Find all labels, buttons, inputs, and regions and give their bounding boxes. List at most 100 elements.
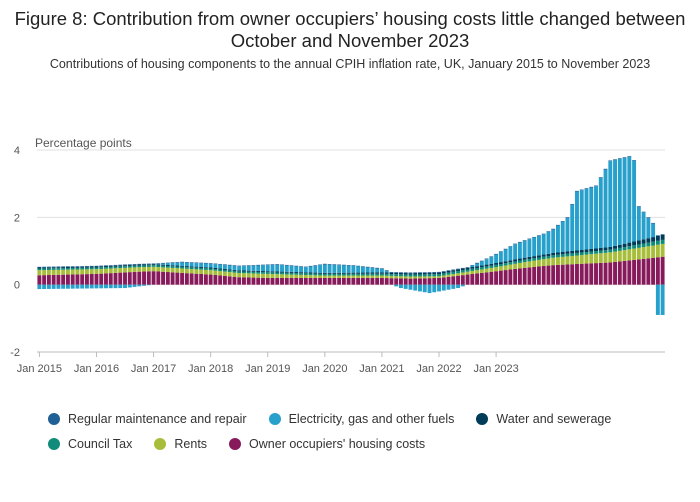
- bar-segment: [379, 277, 384, 285]
- bar-segment: [70, 284, 75, 289]
- bar-segment: [394, 278, 399, 285]
- bar-segment: [660, 256, 665, 285]
- bar-segment: [370, 275, 375, 278]
- bar-segment: [651, 241, 656, 246]
- bar-segment: [565, 251, 570, 254]
- bar-segment: [456, 269, 460, 272]
- bar-segment: [203, 267, 208, 269]
- legend-item-council-tax[interactable]: Council Tax: [48, 437, 132, 451]
- bar-segment: [394, 272, 399, 275]
- bar-segment: [308, 265, 313, 267]
- bar-segment: [132, 284, 137, 287]
- y-tick-label: -2: [10, 347, 20, 359]
- bar-segment: [603, 169, 608, 248]
- bar-segment: [565, 256, 570, 265]
- bar-segment: [142, 265, 146, 268]
- bar-segment: [203, 269, 208, 275]
- bar-segment: [422, 284, 427, 293]
- bar-segment: [270, 274, 275, 278]
- bar-segment: [641, 239, 646, 244]
- bar-segment: [175, 265, 180, 267]
- bar-segment: [275, 274, 280, 278]
- bar-segment: [513, 244, 518, 260]
- bar-segment: [384, 270, 389, 271]
- bar-segment: [408, 272, 413, 274]
- bar-segment: [189, 267, 194, 270]
- bar-segment: [184, 266, 189, 268]
- bar-segment: [89, 274, 94, 285]
- bar-segment: [170, 263, 175, 266]
- bar-segment: [175, 266, 180, 269]
- legend-item-maintenance[interactable]: Regular maintenance and repair: [48, 412, 247, 426]
- bar-segment: [246, 265, 251, 271]
- bar-segment: [184, 268, 189, 274]
- bar-segment: [265, 272, 270, 274]
- bar-segment: [503, 263, 508, 266]
- bar-segment: [303, 273, 308, 276]
- bar-segment: [346, 265, 351, 273]
- bar-segment: [579, 255, 584, 264]
- bar-segment: [56, 266, 61, 268]
- legend-item-water[interactable]: Water and sewerage: [476, 412, 611, 426]
- bar-segment: [242, 270, 246, 272]
- bar-segment: [575, 255, 579, 265]
- bar-segment: [451, 271, 456, 274]
- bar-segment: [332, 264, 337, 273]
- bar-segment: [413, 276, 418, 279]
- bar-segment: [208, 270, 213, 275]
- bar-segment: [517, 260, 522, 263]
- legend-item-ooh[interactable]: Owner occupiers' housing costs: [229, 437, 425, 451]
- bar-segment: [242, 266, 246, 271]
- bar-segment: [313, 275, 318, 278]
- bar-segment: [56, 269, 61, 275]
- bar-segment: [227, 269, 232, 271]
- bar-segment: [356, 265, 361, 267]
- bar-segment: [104, 284, 108, 289]
- bar-segment: [194, 262, 199, 264]
- bar-segment: [75, 269, 80, 275]
- bar-segment: [322, 263, 327, 265]
- bar-segment: [284, 272, 289, 275]
- bar-segment: [646, 246, 651, 259]
- bar-segment: [299, 266, 303, 273]
- bar-segment: [237, 271, 242, 274]
- bar-segment: [584, 188, 589, 189]
- bar-segment: [237, 273, 242, 278]
- bar-segment: [598, 253, 603, 263]
- bar-segment: [517, 241, 522, 243]
- bar-segment: [137, 271, 142, 285]
- bar-segment: [527, 261, 532, 268]
- legend-item-rents[interactable]: Rents: [154, 437, 207, 451]
- bar-segment: [598, 262, 603, 285]
- legend-item-electricity[interactable]: Electricity, gas and other fuels: [268, 412, 454, 426]
- bar-segment: [432, 284, 437, 293]
- bar-segment: [308, 272, 313, 274]
- bar-segment: [256, 270, 261, 272]
- bar-segment: [536, 255, 541, 258]
- bar-segment: [261, 265, 265, 272]
- bar-segment: [494, 271, 499, 285]
- bar-segment: [289, 272, 294, 275]
- bar-segment: [579, 190, 584, 250]
- bar-segment: [498, 251, 503, 253]
- bar-segment: [322, 273, 327, 276]
- bar-segment: [270, 264, 275, 272]
- bar-segment: [399, 272, 403, 275]
- bar-segment: [522, 240, 527, 241]
- bar-segment: [270, 272, 275, 275]
- bar-segment: [660, 234, 665, 235]
- bar-segment: [341, 264, 346, 266]
- bar-segment: [584, 249, 589, 252]
- y-axis-label: Percentage points: [35, 136, 132, 150]
- bar-segment: [118, 266, 123, 269]
- bar-segment: [242, 271, 246, 274]
- bar-segment: [370, 273, 375, 276]
- bar-segment: [51, 268, 56, 270]
- bar-segment: [161, 264, 166, 266]
- bar-segment: [256, 273, 261, 278]
- bar-segment: [375, 277, 380, 285]
- legend-swatch: [268, 412, 281, 425]
- bar-segment: [289, 271, 294, 273]
- bar-segment: [142, 284, 146, 286]
- y-tick-label: 4: [14, 145, 20, 157]
